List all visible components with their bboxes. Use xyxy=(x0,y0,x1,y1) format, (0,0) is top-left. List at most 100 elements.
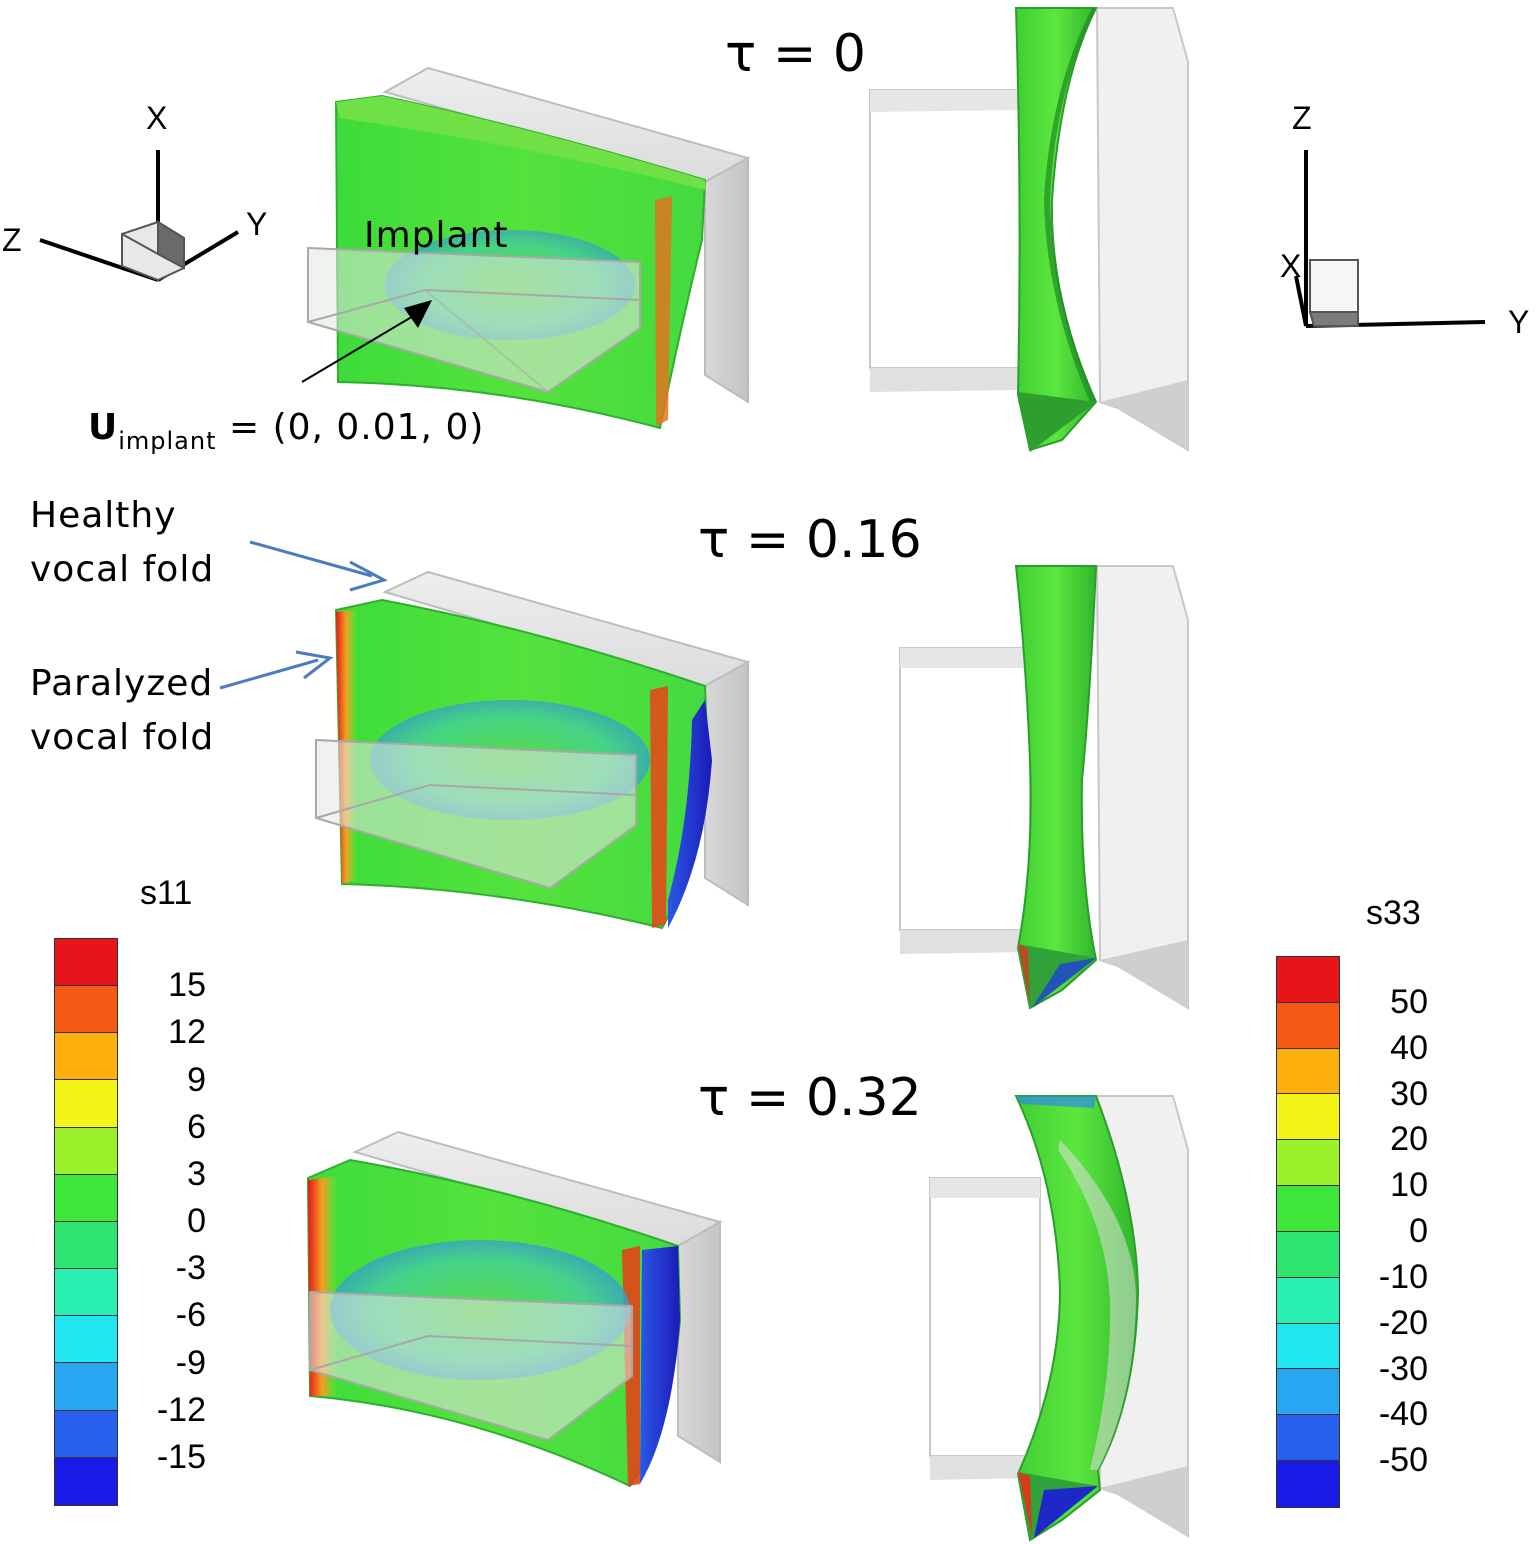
colorbar-left-swatch xyxy=(55,1221,117,1270)
u-implant-label: Uimplant = (0, 0.01, 0) xyxy=(88,407,485,454)
paralyzed-fold-strip-shadow-1 xyxy=(1044,8,1096,402)
colorbar-left-swatch xyxy=(55,1269,117,1317)
colorbar-left-swatch xyxy=(55,1410,117,1458)
implant-edge-3 xyxy=(424,289,549,393)
colorbar-left-tick-label: 0 xyxy=(187,1202,206,1240)
implant-box-3 xyxy=(309,1290,633,1442)
implant-edge-2b xyxy=(429,784,637,796)
colorbar-left-title: s11 xyxy=(140,874,193,912)
colorbar-right-tick-label: -30 xyxy=(1378,1349,1428,1388)
implant-shadow-side-1 xyxy=(870,90,1020,112)
colorbar-left-swatch xyxy=(55,1080,117,1128)
colorbar-left-tick-label: -15 xyxy=(156,1437,206,1476)
colorbar-right-swatch xyxy=(1277,1140,1339,1187)
colorbar-right-tick-label: -20 xyxy=(1378,1303,1428,1342)
colorbar-left-swatch xyxy=(55,1457,117,1505)
implant-shadow-side-3 xyxy=(930,1178,1040,1198)
implant-edge-1 xyxy=(307,289,426,323)
paralyzed-fold-top-1 xyxy=(336,96,706,190)
colorbar-left-swatch xyxy=(55,1127,117,1175)
colorbar-right-tick-label: 10 xyxy=(1390,1166,1428,1205)
paralyzed-fold-strip-red-2 xyxy=(1018,944,1030,1004)
colorbar-left-tick-label: 12 xyxy=(168,1013,206,1052)
paralyzed-fold-edge-1 xyxy=(655,196,672,426)
implant-bottom-side-2 xyxy=(900,930,1030,954)
paralyzed-fold-strip-overlay-3 xyxy=(1058,1140,1136,1470)
colorbar-left-swatch xyxy=(55,1033,117,1081)
implant-label: Implant xyxy=(364,215,509,256)
colorbar-left-tick-label: 9 xyxy=(187,1060,206,1099)
paralyzed-fold-strip-blue-3 xyxy=(1034,1486,1098,1538)
implant-edge-2a xyxy=(315,784,431,819)
colorbar-right-swatch xyxy=(1277,1323,1339,1370)
colorbar-right-swatch xyxy=(1277,1461,1339,1507)
implant-box-2 xyxy=(315,738,637,890)
healthy-label-line1: Healthy xyxy=(30,495,177,536)
colorbar-left-tick-label: 3 xyxy=(187,1154,206,1193)
colorbar-left-swatch xyxy=(55,1174,117,1222)
time-label-032: τ = 0.32 xyxy=(698,1068,922,1128)
paralyzed-fold-strip-top-3 xyxy=(1016,1096,1096,1108)
axis-left-x-label: X xyxy=(146,100,168,136)
paralyzed-label-line1: Paralyzed xyxy=(30,663,214,704)
colorbar-right-tick-label: -10 xyxy=(1378,1257,1428,1296)
healthy-fold-side-face-2 xyxy=(1095,565,1189,1010)
colorbar-left-swatches xyxy=(54,938,118,1506)
time-label-016: τ = 0.16 xyxy=(698,510,922,570)
colorbar-right-swatch xyxy=(1277,1094,1339,1141)
colorbar-right-tick-label: 0 xyxy=(1409,1212,1428,1250)
axis-right-z-label: Z xyxy=(1292,100,1312,136)
axis-triad-right xyxy=(1294,150,1486,328)
healthy-fold-side-2 xyxy=(704,660,749,907)
colorbar-right-tick-label: 40 xyxy=(1390,1028,1428,1067)
colorbar-left-tick-label: 15 xyxy=(168,966,206,1005)
panel2-3d-view xyxy=(219,540,751,930)
colorbar-left-swatch xyxy=(55,939,117,987)
colorbar-right-title: s33 xyxy=(1366,894,1421,932)
colorbar-right-swatch xyxy=(1277,957,1339,1003)
healthy-fold-side-1 xyxy=(704,156,749,404)
arrow-implant-line xyxy=(301,311,421,383)
axis-left-z-label: Z xyxy=(2,222,22,258)
axis-triad-left xyxy=(39,150,240,282)
implant-edge-3b xyxy=(427,1335,633,1347)
panel3-side-view xyxy=(929,1095,1189,1542)
colorbar-right-swatch xyxy=(1277,1277,1339,1324)
colorbar-right-tick-label: -40 xyxy=(1378,1395,1428,1434)
panel3-3d-view xyxy=(306,1130,723,1488)
panel1-3d-view xyxy=(301,66,751,430)
paralyzed-fold-2-blue xyxy=(668,700,712,928)
u-implant-subscript: implant xyxy=(118,427,217,455)
implant-outline-side-3 xyxy=(929,1177,1041,1457)
colorbar-left-swatch xyxy=(55,1316,117,1364)
colorbar-right-swatch xyxy=(1277,1186,1339,1232)
axis-left-y-label: Y xyxy=(246,206,268,242)
panel2-side-view xyxy=(899,565,1189,1010)
paralyzed-fold-strip-bottom-1 xyxy=(1018,392,1096,452)
u-implant-bold: U xyxy=(88,407,119,448)
implant-edge-2 xyxy=(424,289,641,301)
paralyzed-fold-strip-2 xyxy=(1014,565,1098,1010)
implant-bottom-side-1 xyxy=(870,368,1020,392)
colorbar-left-swatch xyxy=(55,1363,117,1411)
colorbar-right-tick-label: 20 xyxy=(1390,1120,1428,1159)
implant-edge-3a xyxy=(309,1335,429,1371)
panel1-side-view xyxy=(869,7,1189,452)
arrow-paralyzed-line xyxy=(219,658,319,690)
paralyzed-label-line2: vocal fold xyxy=(30,717,215,758)
colorbar-left-tick-label: -9 xyxy=(175,1343,206,1382)
time-label-0: τ = 0 xyxy=(725,24,867,84)
colorbar-right-swatch xyxy=(1277,1369,1339,1416)
colorbar-right-swatch xyxy=(1277,1048,1339,1095)
arrow-healthy-line xyxy=(249,540,373,578)
healthy-fold-side-shadow-3 xyxy=(1100,1466,1188,1536)
axis-right-x-label: X xyxy=(1280,248,1302,284)
paralyzed-fold-2-right-red xyxy=(650,686,668,928)
implant-outline-side-1 xyxy=(869,89,1021,369)
u-implant-value: = (0, 0.01, 0) xyxy=(216,407,485,448)
colorbar-left-tick-label: 6 xyxy=(187,1107,206,1146)
arrow-implant-head xyxy=(404,300,432,328)
paralyzed-fold-strip-red-3 xyxy=(1018,1472,1032,1536)
